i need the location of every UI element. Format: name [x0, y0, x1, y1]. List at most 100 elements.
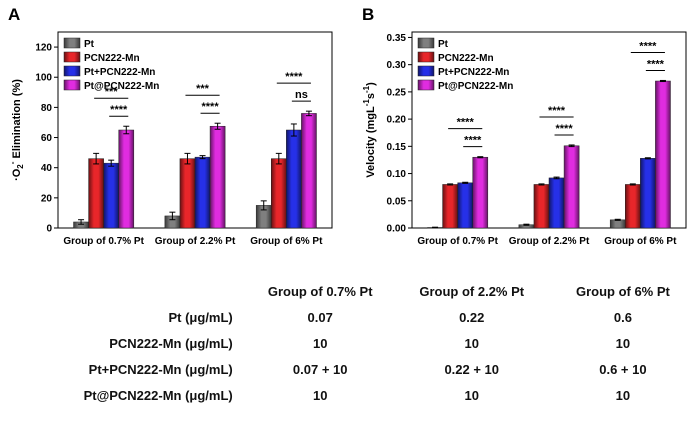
significance-label: ****	[457, 117, 475, 129]
bar-pt-pcn222-mn	[118, 129, 135, 229]
category-label: Group of 0.7% Pt	[417, 236, 498, 247]
dose-cell: 0.07 + 10	[292, 361, 348, 377]
bar-pcn222-mn	[625, 184, 641, 229]
significance-label: ****	[548, 105, 566, 117]
dose-table-corner	[40, 278, 247, 304]
legend-label: Pt+PCN222-Mn	[438, 67, 509, 78]
legend-label: Pt	[438, 39, 449, 50]
y-tick-label: 0.30	[387, 60, 407, 71]
panel-b: B Velocity (mgL-1s-1) 0.00 0.05 0.10 0.15 0.…	[362, 5, 687, 247]
bar-pt-pcn222-mn	[209, 125, 226, 229]
dose-cell: 0.22 + 10	[444, 361, 500, 377]
dose-table-header: Group of 0.7% Pt Group of 2.2% Pt Group …	[40, 278, 696, 304]
panel-a-ylabel: ·O2- Elimination (%)	[8, 79, 25, 181]
category-label: Group of 0.7% Pt	[63, 236, 144, 247]
dose-cell: 10	[464, 387, 479, 403]
y-tick-label: 0.10	[387, 169, 407, 180]
legend-swatch	[417, 51, 435, 63]
dose-col-header: Group of 2.2% Pt	[419, 283, 525, 299]
dose-table-row: PCN222-Mn (μg/mL) 10 10 10	[40, 330, 696, 356]
category-label: Group of 2.2% Pt	[155, 236, 236, 247]
significance-label: ns	[295, 89, 308, 101]
y-tick-label: 0	[46, 224, 52, 235]
bar-pt-pcn222-mn	[457, 182, 473, 229]
y-tick-label: 0.15	[387, 142, 407, 153]
legend-label: Pt+PCN222-Mn	[84, 67, 155, 78]
bar-pt-pcn222-mn	[301, 113, 317, 229]
bar-pcn222-mn	[533, 184, 550, 229]
y-tick-label: 80	[41, 103, 53, 114]
dose-cell: 10	[312, 335, 328, 351]
legend-label: Pt@PCN222-Mn	[438, 81, 513, 92]
dose-row-label: Pt@PCN222-Mn (μg/mL)	[83, 387, 233, 403]
legend-label: PCN222-Mn	[84, 53, 140, 64]
figure-svg: A ·O2- Elimination (%) 0 20 40 60 80 100 120 Gr…	[8, 5, 687, 247]
legend-swatch	[63, 51, 81, 63]
y-tick-label: 20	[41, 193, 53, 204]
dose-row-label: PCN222-Mn (μg/mL)	[109, 335, 233, 351]
legend-swatch	[417, 79, 435, 91]
bar-pt-pcn222-mn	[563, 145, 580, 229]
bar-pt-pcn222-mn	[472, 156, 489, 229]
bar-pcn222-mn	[442, 184, 458, 229]
y-tick-label: 0.00	[387, 224, 407, 235]
dose-cell: 10	[312, 387, 328, 403]
significance-label: ****	[285, 71, 303, 83]
dose-cell: 10	[615, 387, 631, 403]
category-label: Group of 6% Pt	[604, 236, 677, 247]
panel-a-letter: A	[8, 5, 20, 24]
dose-col-header: Group of 6% Pt	[575, 283, 670, 299]
panel-b-ylabel: Velocity (mgL-1s-1)	[362, 82, 377, 178]
significance-label: ****	[464, 135, 482, 147]
legend-label: Pt@PCN222-Mn	[84, 81, 159, 92]
dose-table: Group of 0.7% Pt Group of 2.2% Pt Group …	[40, 278, 696, 408]
dose-cell: 10	[464, 335, 479, 351]
dose-cell: 0.22	[459, 309, 485, 325]
panel-b-letter: B	[362, 5, 374, 24]
dose-col-header: Group of 0.7% Pt	[267, 283, 373, 299]
bar-pt-pcn222-mn	[655, 80, 671, 229]
panel-a: A ·O2- Elimination (%) 0 20 40 60 80 100 120 Gr…	[8, 5, 333, 247]
legend-swatch	[63, 65, 81, 77]
dose-row-label: Pt (μg/mL)	[168, 309, 233, 325]
legend-swatch	[63, 79, 81, 91]
bar-pcn222-mn	[88, 158, 104, 229]
bar-pcn222-mn	[179, 158, 196, 229]
significance-label: ***	[196, 83, 210, 95]
significance-label: ****	[647, 58, 665, 70]
dose-table-row: Pt (μg/mL) 0.07 0.22 0.6	[40, 304, 696, 330]
category-label: Group of 6% Pt	[250, 236, 323, 247]
legend-swatch	[417, 65, 435, 77]
y-tick-label: 40	[41, 163, 53, 174]
dose-row-label: Pt+PCN222-Mn (μg/mL)	[88, 361, 233, 377]
bar-pt-pcn222-mn	[103, 162, 119, 229]
legend-label: Pt	[84, 39, 95, 50]
y-tick-label: 60	[41, 133, 53, 144]
y-tick-label: 0.05	[387, 196, 407, 207]
dose-table-row: Pt@PCN222-Mn (μg/mL) 10 10 10	[40, 382, 696, 408]
y-tick-label: 0.20	[387, 115, 407, 126]
dose-cell: 0.6	[613, 309, 632, 325]
panel-b-legend: Pt PCN222-Mn Pt+PCN222-Mn Pt@PCN222-Mn	[417, 37, 513, 92]
bar-pt-pcn222-mn	[640, 158, 656, 229]
significance-label: ***	[105, 86, 119, 98]
bar-pcn222-mn	[271, 158, 287, 229]
significance-label: ****	[110, 104, 128, 116]
dose-table-row: Pt+PCN222-Mn (μg/mL) 0.07 + 10 0.22 + 10…	[40, 356, 696, 382]
dose-cell: 0.6 + 10	[599, 361, 647, 377]
legend-label: PCN222-Mn	[438, 53, 494, 64]
y-tick-label: 0.35	[387, 33, 407, 44]
panel-a-legend: Pt PCN222-Mn Pt+PCN222-Mn Pt@PCN222-Mn	[63, 37, 159, 92]
bar-pt-pcn222-mn	[548, 177, 565, 229]
significance-label: ****	[639, 40, 657, 52]
bar-pt	[609, 219, 626, 229]
y-tick-label: 120	[35, 43, 52, 54]
significance-label: ****	[202, 101, 220, 113]
y-tick-label: 100	[35, 73, 52, 84]
dose-cell: 10	[615, 335, 631, 351]
category-label: Group of 2.2% Pt	[509, 236, 590, 247]
legend-swatch	[417, 37, 435, 49]
bar-pt-pcn222-mn	[194, 156, 211, 229]
y-tick-label: 0.25	[387, 87, 407, 98]
bar-pt-pcn222-mn	[286, 129, 302, 229]
